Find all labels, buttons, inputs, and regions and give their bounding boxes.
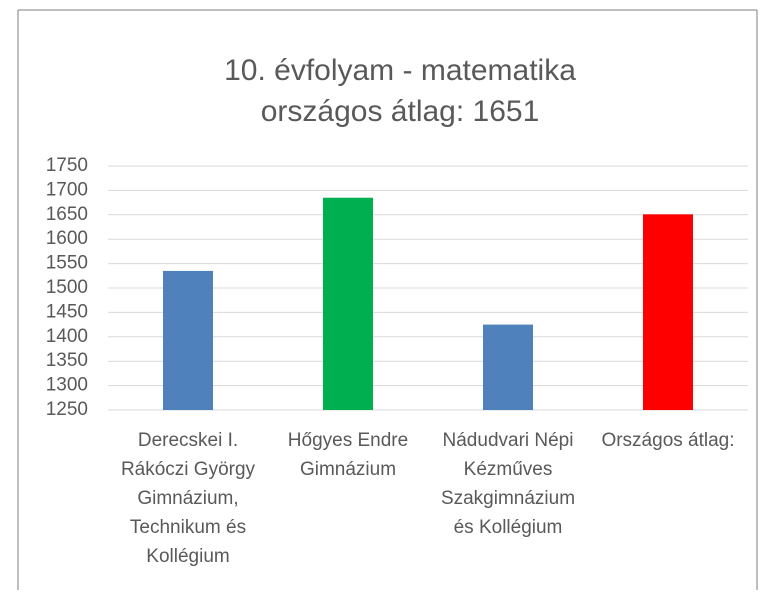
bar [323,197,373,410]
y-tick-label: 1600 [46,228,88,249]
y-tick-label: 1550 [46,253,88,274]
y-tick-label: 1750 [46,155,88,176]
chart-title: 10. évfolyam - matematika [224,54,576,87]
bar [483,324,533,410]
y-tick-label: 1450 [46,301,88,322]
y-tick-label: 1700 [46,179,88,200]
x-tick-label: Hőgyes Endre Gimnázium [287,430,409,480]
y-tick-label: 1400 [46,326,88,347]
x-tick-label: Nádudvari Népi Kézműves Szakgimnázium és… [440,430,576,538]
y-tick-label: 1350 [46,350,88,371]
x-tick-label: Országos átlag: [601,430,735,451]
chart-subtitle: országos átlag: 1651 [261,95,540,128]
y-tick-label: 1650 [46,204,88,225]
x-tick-label: Derecskei I. Rákóczi György Gimnázium, T… [120,430,256,567]
y-tick-label: 1250 [46,399,88,420]
bar [163,270,213,410]
y-tick-label: 1500 [46,277,88,298]
bar [643,214,693,410]
y-tick-label: 1300 [46,375,88,396]
